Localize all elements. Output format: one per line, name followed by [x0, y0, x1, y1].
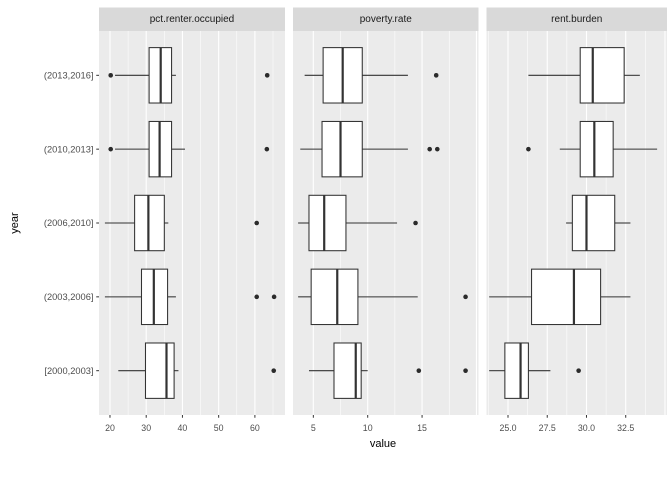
outlier-point	[463, 294, 468, 300]
outlier-point	[271, 294, 277, 300]
outlier-point	[427, 146, 432, 152]
x-tick-label: 10	[363, 423, 373, 433]
outlier-point	[108, 73, 114, 78]
iqr-box	[321, 120, 363, 178]
x-tick-label: 30	[141, 423, 151, 433]
iqr-box	[310, 268, 359, 326]
facet-strip	[486, 7, 667, 31]
outlier-point	[576, 368, 581, 373]
outlier-point	[416, 368, 422, 373]
outlier-point	[254, 294, 260, 300]
x-tick-label: 27.5	[539, 423, 556, 433]
iqr-box	[579, 47, 625, 104]
x-tick-label: 50	[214, 423, 224, 433]
outlier-point	[264, 146, 270, 152]
outlier-point	[433, 73, 439, 78]
x-tick-label: 25.0	[499, 423, 516, 433]
outlier-point	[108, 146, 114, 152]
y-tick-label: (2003,2006]	[44, 292, 94, 302]
x-tick-label: 40	[178, 423, 188, 433]
x-tick-label: 5	[311, 423, 316, 433]
y-tick-label: (2010,2013]	[44, 144, 94, 154]
facet-strip	[99, 7, 285, 31]
x-tick-label: 20	[105, 423, 115, 433]
outlier-point	[526, 146, 531, 152]
iqr-box	[531, 268, 602, 326]
y-tick-label: [2000,2003]	[44, 366, 93, 376]
iqr-box	[333, 342, 362, 399]
outlier-point	[434, 146, 440, 152]
iqr-box	[144, 342, 175, 399]
outlier-point	[264, 73, 270, 78]
iqr-box	[579, 120, 614, 178]
iqr-box	[571, 194, 616, 252]
x-tick-label: 30.0	[578, 423, 595, 433]
outlier-point	[463, 368, 468, 373]
x-tick-label: 15	[417, 423, 427, 433]
facet-strip	[293, 7, 479, 31]
y-tick-label: (2006,2010]	[44, 218, 94, 228]
outlier-point	[254, 220, 260, 226]
iqr-box	[308, 194, 347, 252]
iqr-box	[504, 342, 529, 399]
x-tick-label: 60	[250, 423, 260, 433]
outlier-point	[413, 220, 418, 226]
y-tick-label: (2013,2016]	[44, 71, 94, 81]
outlier-point	[271, 368, 277, 373]
x-tick-label: 32.5	[617, 423, 634, 433]
